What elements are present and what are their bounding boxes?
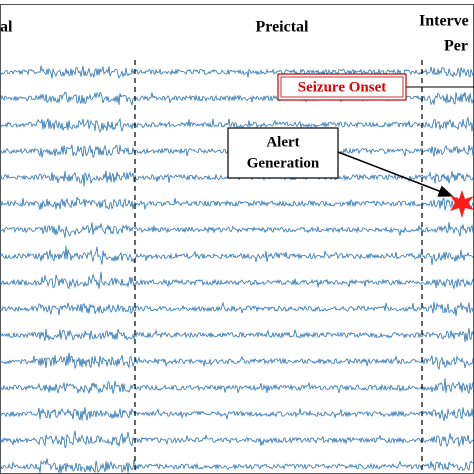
- eeg-trace: [0, 458, 474, 474]
- alert-box: [227, 127, 339, 179]
- eeg-trace: [0, 407, 474, 422]
- alert-star: [450, 190, 474, 218]
- alert-label: Generation: [247, 155, 320, 171]
- phase-label: al: [0, 19, 13, 36]
- phase-label: Preictal: [255, 19, 309, 36]
- eeg-trace: [0, 328, 474, 342]
- eeg-trace: [0, 65, 474, 79]
- alert-label: Alert: [266, 134, 299, 150]
- eeg-trace: [0, 430, 474, 449]
- phase-label: Per: [444, 38, 468, 55]
- eeg-trace: [0, 378, 474, 395]
- eeg-traces: [0, 65, 474, 474]
- onset-label: Seizure Onset: [298, 79, 386, 95]
- onset-box: [277, 73, 407, 101]
- eeg-trace: [0, 221, 474, 238]
- eeg-trace: [0, 116, 474, 133]
- eeg-trace: [0, 196, 474, 211]
- eeg-trace: [0, 245, 474, 265]
- alert-arrow: [337, 151, 454, 197]
- phase-label: Interve: [419, 13, 469, 30]
- eeg-trace: [0, 352, 474, 371]
- onset-box-inner: [280, 76, 404, 98]
- eeg-trace: [0, 271, 474, 290]
- eeg-trace: [0, 301, 474, 317]
